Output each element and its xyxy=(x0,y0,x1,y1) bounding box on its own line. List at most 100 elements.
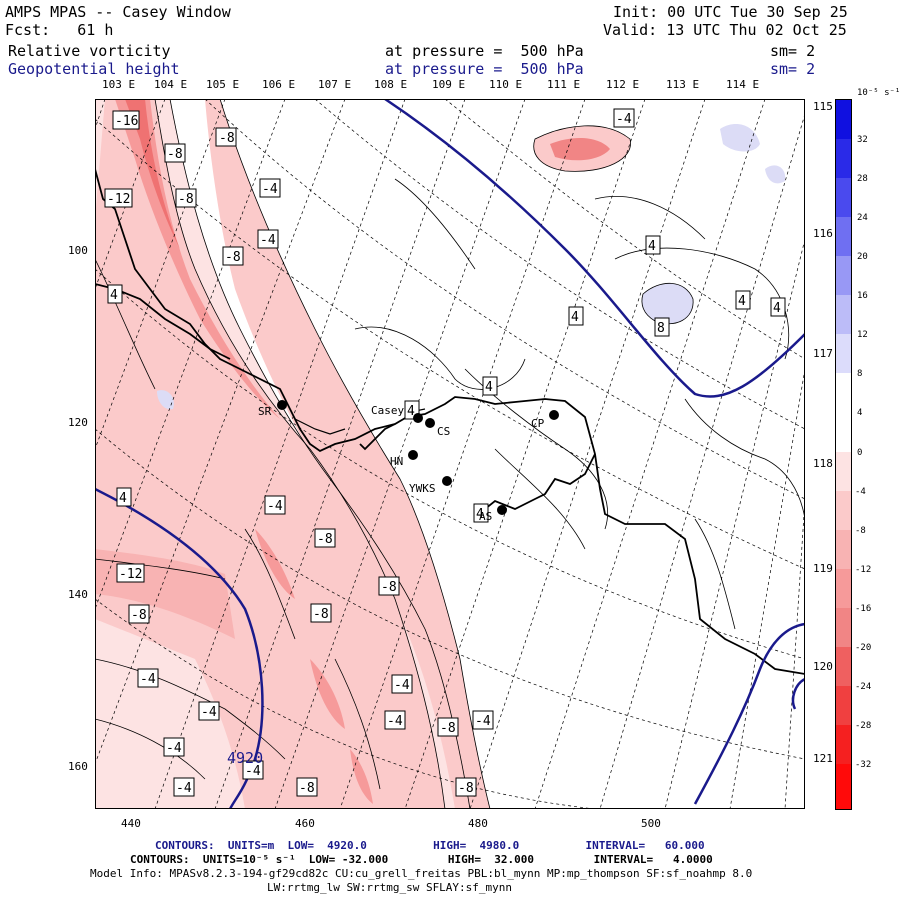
lon-label: 108 E xyxy=(374,78,408,91)
svg-text:-4: -4 xyxy=(394,678,410,693)
colorbar-label: -16 xyxy=(855,604,871,614)
contour-label: -8 xyxy=(455,777,477,797)
svg-text:4: 4 xyxy=(476,507,484,522)
contour-label: -4 xyxy=(173,777,195,797)
colorbar-labels: 32 28 24 20 16 12 8 4 0 -4 -8 -12 -16 -2… xyxy=(855,135,871,770)
contour-label: -4 xyxy=(198,701,220,721)
lon-label: 112 E xyxy=(606,78,640,91)
svg-text:-8: -8 xyxy=(317,532,333,547)
contour-label: -8 xyxy=(437,717,459,737)
svg-text:-16: -16 xyxy=(115,114,138,129)
contour-label: -4 xyxy=(259,178,281,198)
svg-text:-8: -8 xyxy=(225,250,241,265)
contour-labels: -16 -8 -8 -8 -12 -4 -4 -8 4 -4 4 4 4 4 8… xyxy=(104,108,786,797)
station-label: SR xyxy=(258,405,272,418)
contour-label: -4 xyxy=(257,229,279,249)
contour-label: -12 xyxy=(104,188,133,208)
svg-text:-4: -4 xyxy=(262,182,278,197)
station-label: HN xyxy=(390,455,403,468)
svg-text:4: 4 xyxy=(407,404,415,419)
station-dot xyxy=(442,476,452,486)
svg-text:-8: -8 xyxy=(299,781,315,796)
contour-label: -4 xyxy=(472,710,494,730)
colorbar-label: -24 xyxy=(855,682,871,692)
svg-text:4: 4 xyxy=(119,491,127,506)
field2-pressure: at pressure = 500 hPa xyxy=(385,60,584,78)
valid-time: Valid: 13 UTC Thu 02 Oct 25 xyxy=(603,21,847,39)
svg-text:-4: -4 xyxy=(245,764,261,779)
contour-label: -4 xyxy=(384,710,406,730)
contour-label: -8 xyxy=(215,127,237,147)
svg-text:-4: -4 xyxy=(260,233,276,248)
positive-vorticity-shading xyxy=(157,124,786,410)
svg-text:-8: -8 xyxy=(313,607,329,622)
svg-text:-8: -8 xyxy=(178,192,194,207)
colorbar-label: 8 xyxy=(857,369,862,379)
lon-label: 111 E xyxy=(547,78,581,91)
colorbar-label: 0 xyxy=(857,448,862,458)
colorbar-label: -8 xyxy=(855,526,866,536)
svg-text:-8: -8 xyxy=(219,131,235,146)
graticule xyxy=(95,99,805,809)
field2-name: Geopotential height xyxy=(8,60,180,78)
x-tick-label: 500 xyxy=(641,817,661,830)
colorbar-label: 24 xyxy=(857,213,868,223)
svg-text:-12: -12 xyxy=(119,567,142,582)
station-dot xyxy=(408,450,418,460)
station-label: CP xyxy=(531,417,545,430)
station-label: YWKS xyxy=(409,482,436,495)
colorbar-label: 16 xyxy=(857,291,868,301)
y-tick-label: 140 xyxy=(68,588,88,601)
contour-label: 4 xyxy=(107,284,123,304)
footer-model-info: Model Info: MPASv8.2.3-194-gf29cd82c CU:… xyxy=(90,867,753,880)
x-tick-label: 440 xyxy=(121,817,141,830)
contour-label: 4 xyxy=(116,487,132,507)
lon-label: 105 E xyxy=(206,78,240,91)
svg-text:4: 4 xyxy=(571,310,579,325)
station-label: AS xyxy=(479,510,492,523)
station-dot xyxy=(497,505,507,515)
colorbar-label: -32 xyxy=(855,760,871,770)
field1-name: Relative vorticity xyxy=(8,42,171,60)
lon-label: 107 E xyxy=(318,78,352,91)
contour-label: -8 xyxy=(175,188,197,208)
svg-text:-4: -4 xyxy=(267,499,283,514)
vorticity-shading xyxy=(95,99,631,809)
lon-label: 103 E xyxy=(102,78,136,91)
stations: SR Casey CS HN YWKS AS CP xyxy=(258,400,559,523)
height-label: 4920 xyxy=(227,749,263,767)
lon-label: 113 E xyxy=(666,78,700,91)
svg-text:-8: -8 xyxy=(440,721,456,736)
y-tick-label: 120 xyxy=(68,416,88,429)
svg-text:-4: -4 xyxy=(140,672,156,687)
station-dot xyxy=(413,413,423,423)
contour-label: -4 xyxy=(264,495,286,515)
map-plot: -16 -8 -8 -8 -12 -4 -4 -8 4 -4 4 4 4 4 8… xyxy=(95,99,805,809)
svg-text:-4: -4 xyxy=(616,112,632,127)
y-tick-label: 100 xyxy=(68,244,88,257)
svg-text:-4: -4 xyxy=(387,714,403,729)
footer-vorticity-contours: CONTOURS: UNITS=10⁻⁵ s⁻¹ LOW= -32.000 HI… xyxy=(130,853,713,866)
colorbar-label: -12 xyxy=(855,565,871,575)
svg-text:4: 4 xyxy=(773,301,781,316)
footer-physics: LW:rrtmg_lw SW:rrtmg_sw SFLAY:sf_mynn xyxy=(267,881,513,894)
station-label: Casey xyxy=(371,404,404,417)
colorbar-swatches xyxy=(835,99,852,810)
colorbar-label: -20 xyxy=(855,643,871,653)
contour-label: 4 xyxy=(770,297,786,317)
x-tick-label: 480 xyxy=(468,817,488,830)
footer-height-contours: CONTOURS: UNITS=m LOW= 4920.0 HIGH= 4980… xyxy=(155,839,705,852)
contour-label: 4 xyxy=(473,503,489,523)
lon-label: 114 E xyxy=(726,78,760,91)
contour-label: 4 xyxy=(645,235,661,255)
svg-text:8: 8 xyxy=(657,321,665,336)
svg-text:4: 4 xyxy=(485,380,493,395)
contour-label: -4 xyxy=(242,760,264,780)
svg-text:-4: -4 xyxy=(166,741,182,756)
contour-label: -8 xyxy=(314,528,336,548)
contour-label: 4 xyxy=(482,376,498,396)
colorbar-label: 12 xyxy=(857,330,868,340)
station-label: CS xyxy=(437,425,450,438)
contour-label: -12 xyxy=(116,563,145,583)
contour-label: -4 xyxy=(391,674,413,694)
